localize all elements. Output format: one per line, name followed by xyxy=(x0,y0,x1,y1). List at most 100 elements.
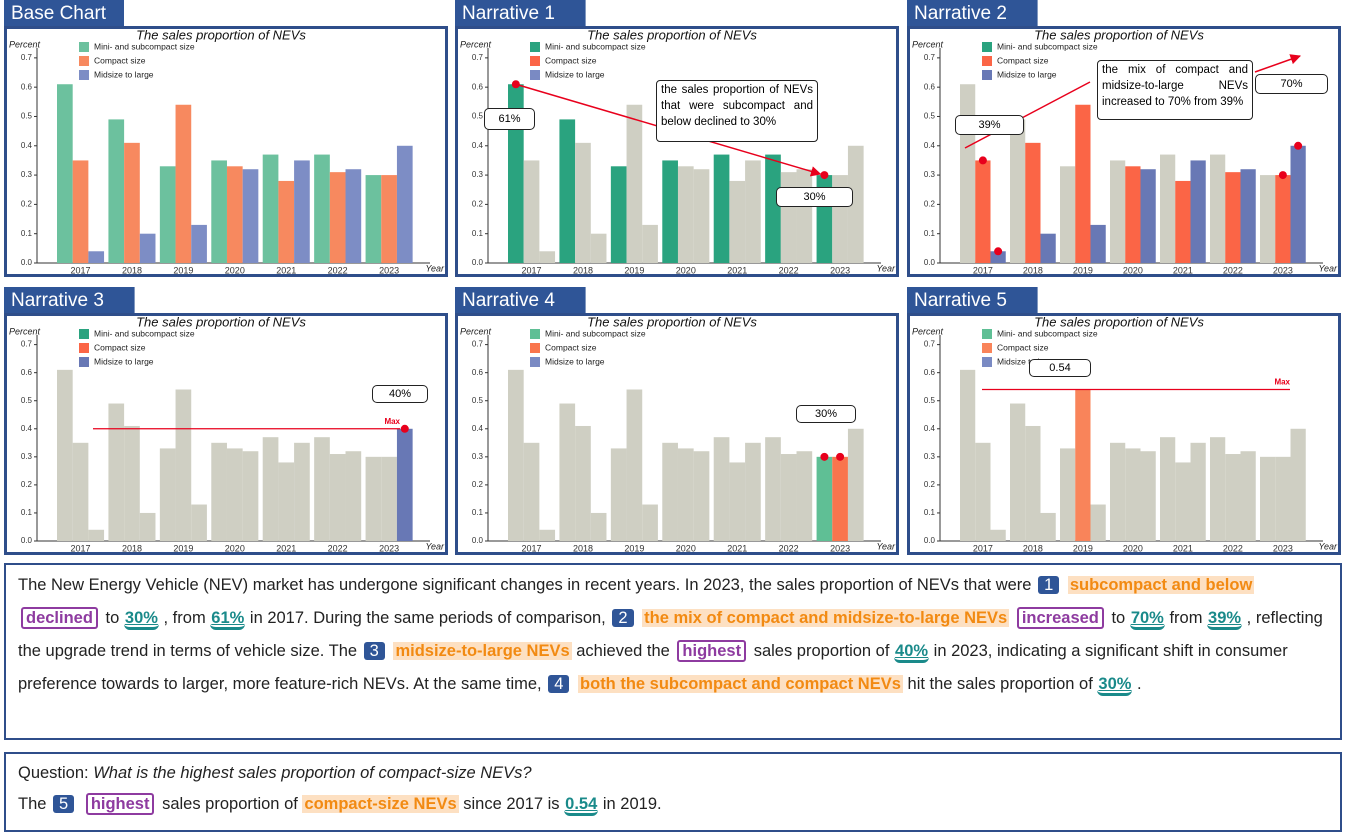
text-plain: , from xyxy=(163,609,206,627)
bar xyxy=(191,504,207,541)
x-axis-label: Year xyxy=(425,263,445,273)
bar xyxy=(88,251,105,263)
x-tick-label: 2017 xyxy=(522,265,542,275)
legend-swatch xyxy=(982,70,992,80)
text-plain: The xyxy=(18,795,47,813)
bar xyxy=(72,442,89,541)
bar xyxy=(780,172,797,263)
bar xyxy=(57,369,73,541)
y-tick-label: 0.0 xyxy=(924,258,936,267)
text-value: 61% xyxy=(210,609,246,630)
text-entity: both the subcompact and compact NEVs xyxy=(578,675,903,693)
y-tick-label: 0.4 xyxy=(21,424,33,433)
bar xyxy=(539,529,556,541)
y-tick-label: 0.1 xyxy=(472,229,484,238)
y-tick-label: 0.3 xyxy=(21,452,33,461)
bar xyxy=(72,160,89,263)
x-axis-label: Year xyxy=(876,541,896,551)
text-value: 30% xyxy=(123,609,159,630)
x-tick-label: 2017 xyxy=(973,265,993,275)
bar xyxy=(1290,145,1306,263)
legend-swatch xyxy=(982,56,992,66)
legend-swatch xyxy=(530,343,540,353)
bar xyxy=(745,442,761,541)
bar xyxy=(88,529,105,541)
bar xyxy=(1240,451,1256,541)
bar xyxy=(1275,456,1291,541)
bar xyxy=(713,154,730,263)
y-tick-label: 0.2 xyxy=(924,480,936,489)
bar xyxy=(590,233,607,263)
bar xyxy=(626,389,643,541)
highlight-dot xyxy=(836,452,845,461)
legend-swatch xyxy=(79,343,89,353)
x-tick-label: 2023 xyxy=(830,265,850,275)
text-value: 0.54 xyxy=(564,795,599,816)
y-tick-label: 0.5 xyxy=(924,396,936,405)
y-tick-label: 0.4 xyxy=(472,141,484,150)
x-tick-label: 2022 xyxy=(328,543,348,553)
bar xyxy=(108,119,125,264)
bar xyxy=(960,84,976,263)
bar xyxy=(1075,389,1091,541)
bar xyxy=(539,251,556,263)
text-trend: highest xyxy=(85,793,155,815)
x-tick-label: 2018 xyxy=(122,265,142,275)
question-panel: Question: What is the highest sales prop… xyxy=(4,752,1342,832)
highlight-dot xyxy=(820,452,829,461)
bar xyxy=(975,442,991,541)
y-tick-label: 0.4 xyxy=(21,141,33,150)
panel-tab xyxy=(907,287,1038,313)
bar xyxy=(1260,456,1276,541)
y-tick-label: 0.5 xyxy=(21,112,33,121)
bar xyxy=(693,451,710,541)
bar xyxy=(57,84,73,263)
text-badge: 2 xyxy=(612,609,634,627)
reference-label: Max xyxy=(384,417,400,426)
bar xyxy=(975,160,991,263)
legend-label: Mini- and subcompact size xyxy=(545,41,646,51)
bar xyxy=(693,169,710,263)
x-tick-label: 2022 xyxy=(1223,543,1243,553)
bar xyxy=(610,166,627,263)
y-tick-label: 0.2 xyxy=(21,480,33,489)
text-badge: 1 xyxy=(1038,576,1060,594)
text-plain: achieved the xyxy=(576,642,670,660)
x-tick-label: 2019 xyxy=(624,265,644,275)
y-tick-label: 0.7 xyxy=(472,340,484,349)
bar xyxy=(523,442,540,541)
callout: 70% xyxy=(1255,74,1328,94)
bar xyxy=(139,512,156,541)
y-tick-label: 0.1 xyxy=(21,229,33,238)
y-tick-label: 0.5 xyxy=(472,112,484,121)
bar xyxy=(262,154,279,263)
legend-swatch xyxy=(79,42,89,52)
text-plain: in 2023, indicating a significant shift … xyxy=(18,642,1288,693)
bar xyxy=(662,160,678,263)
text-plain: hit the sales proportion of xyxy=(907,675,1093,693)
bar xyxy=(780,454,797,541)
bar xyxy=(1210,437,1226,541)
narrative-panel: The New Energy Vehicle (NEV) market has … xyxy=(4,563,1342,740)
chart-title: The sales proportion of NEVs xyxy=(1034,27,1204,42)
y-tick-label: 0.5 xyxy=(924,112,936,121)
y-tick-label: 0.7 xyxy=(21,53,33,62)
bar xyxy=(1010,403,1026,541)
bar xyxy=(832,456,848,541)
bar xyxy=(242,451,259,541)
y-tick-label: 0.2 xyxy=(472,199,484,208)
y-tick-label: 0.1 xyxy=(924,229,936,238)
text-entity: the mix of compact and midsize-to-large … xyxy=(642,609,1010,627)
x-tick-label: 2023 xyxy=(379,543,399,553)
highlight-dot xyxy=(400,424,409,433)
bar xyxy=(329,454,346,541)
bar xyxy=(729,180,746,263)
y-tick-label: 0.0 xyxy=(472,258,484,267)
y-tick-label: 0.1 xyxy=(924,508,936,517)
bar xyxy=(1040,512,1056,541)
text-plain: . xyxy=(1137,675,1142,693)
y-axis-label: Percent xyxy=(460,39,492,49)
x-tick-label: 2021 xyxy=(1173,265,1193,275)
bar xyxy=(1090,504,1106,541)
